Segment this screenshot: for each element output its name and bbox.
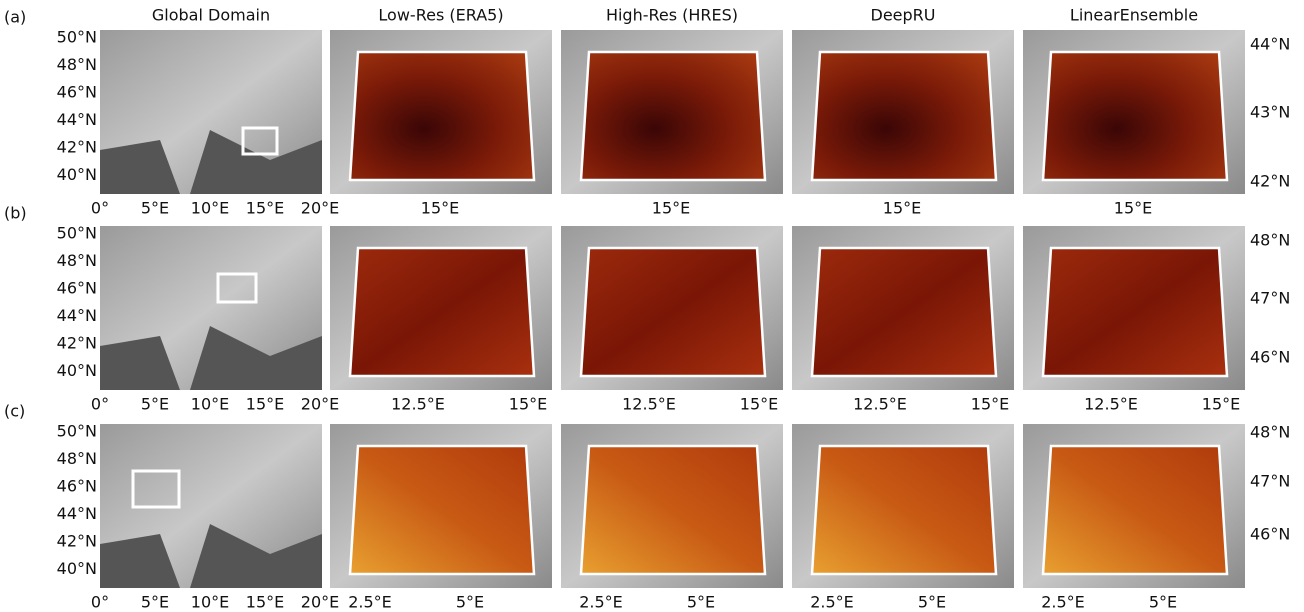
- sea: [100, 140, 180, 194]
- x-tick-label: 2.5°E: [348, 593, 392, 612]
- x-tick-label: 5°E: [141, 395, 169, 414]
- region-box: [131, 469, 181, 509]
- y-tick-label: 44°N: [1250, 35, 1290, 54]
- x-tick-label: 12.5°E: [622, 395, 676, 414]
- wind-field: [348, 246, 536, 378]
- x-tick-label: 2.5°E: [810, 593, 854, 612]
- sea: [100, 534, 180, 588]
- y-tick-label: 50°N: [57, 422, 97, 441]
- y-tick-label: 43°N: [1250, 103, 1290, 122]
- sea: [190, 524, 322, 588]
- x-tick-label: 10°E: [191, 395, 229, 414]
- y-tick-label: 46°N: [1250, 348, 1290, 367]
- x-tick-label: 2.5°E: [579, 593, 623, 612]
- x-tick-label: 20°E: [301, 395, 339, 414]
- y-tick-label: 50°N: [57, 28, 97, 47]
- x-tick-label: 15°E: [740, 395, 778, 414]
- sea: [190, 130, 322, 194]
- x-tick-label: 5°E: [687, 593, 715, 612]
- y-tick-label: 48°N: [1250, 423, 1290, 442]
- y-tick-label: 42°N: [57, 138, 97, 157]
- x-tick-label: 15°E: [509, 395, 547, 414]
- sea: [100, 336, 180, 390]
- y-tick-label: 46°N: [1250, 525, 1290, 544]
- wind-field: [810, 50, 998, 182]
- y-tick-label: 40°N: [57, 559, 97, 578]
- wind-field: [1041, 444, 1229, 576]
- column-title: DeepRU: [871, 6, 936, 25]
- column-title: LinearEnsemble: [1070, 6, 1198, 25]
- y-tick-label: 40°N: [57, 165, 97, 184]
- x-tick-label: 5°E: [456, 593, 484, 612]
- y-tick-label: 42°N: [1250, 172, 1290, 191]
- y-tick-label: 44°N: [57, 110, 97, 129]
- x-tick-label: 12.5°E: [853, 395, 907, 414]
- sea: [190, 326, 322, 390]
- x-tick-label: 5°E: [918, 593, 946, 612]
- x-tick-label: 0°: [91, 199, 109, 218]
- wind-field: [579, 246, 767, 378]
- y-tick-label: 50°N: [57, 224, 97, 243]
- y-tick-label: 48°N: [57, 449, 97, 468]
- y-tick-label: 46°N: [57, 279, 97, 298]
- x-tick-label: 10°E: [191, 593, 229, 612]
- x-tick-label: 15°E: [246, 593, 284, 612]
- column-title: Global Domain: [152, 6, 270, 25]
- x-tick-label: 15°E: [883, 199, 921, 218]
- x-tick-label: 5°E: [141, 199, 169, 218]
- x-tick-label: 15°E: [1202, 395, 1240, 414]
- y-tick-label: 44°N: [57, 504, 97, 523]
- wind-field: [1041, 246, 1229, 378]
- y-tick-label: 47°N: [1250, 289, 1290, 308]
- x-tick-label: 15°E: [246, 395, 284, 414]
- x-tick-label: 10°E: [191, 199, 229, 218]
- row-label: (c): [4, 402, 25, 421]
- y-tick-label: 42°N: [57, 334, 97, 353]
- wind-field: [579, 50, 767, 182]
- y-tick-label: 40°N: [57, 361, 97, 380]
- x-tick-label: 20°E: [301, 199, 339, 218]
- row-label: (b): [4, 204, 27, 223]
- x-tick-label: 0°: [91, 395, 109, 414]
- wind-field: [1041, 50, 1229, 182]
- y-tick-label: 47°N: [1250, 472, 1290, 491]
- y-tick-label: 46°N: [57, 477, 97, 496]
- y-tick-label: 48°N: [1250, 231, 1290, 250]
- column-title: Low-Res (ERA5): [378, 6, 503, 25]
- y-tick-label: 48°N: [57, 251, 97, 270]
- x-tick-label: 0°: [91, 593, 109, 612]
- x-tick-label: 20°E: [301, 593, 339, 612]
- x-tick-label: 15°E: [652, 199, 690, 218]
- x-tick-label: 5°E: [1149, 593, 1177, 612]
- wind-field: [579, 444, 767, 576]
- row-label: (a): [4, 8, 26, 27]
- y-tick-label: 44°N: [57, 306, 97, 325]
- y-tick-label: 46°N: [57, 83, 97, 102]
- x-tick-label: 15°E: [246, 199, 284, 218]
- x-tick-label: 12.5°E: [1084, 395, 1138, 414]
- y-tick-label: 42°N: [57, 532, 97, 551]
- x-tick-label: 15°E: [971, 395, 1009, 414]
- wind-field: [348, 444, 536, 576]
- wind-field: [810, 246, 998, 378]
- x-tick-label: 5°E: [141, 593, 169, 612]
- region-box: [241, 126, 279, 156]
- column-title: High-Res (HRES): [606, 6, 738, 25]
- x-tick-label: 2.5°E: [1041, 593, 1085, 612]
- x-tick-label: 15°E: [421, 199, 459, 218]
- wind-field: [348, 50, 536, 182]
- wind-field: [810, 444, 998, 576]
- x-tick-label: 12.5°E: [391, 395, 445, 414]
- region-box: [216, 272, 258, 304]
- x-tick-label: 15°E: [1114, 199, 1152, 218]
- y-tick-label: 48°N: [57, 55, 97, 74]
